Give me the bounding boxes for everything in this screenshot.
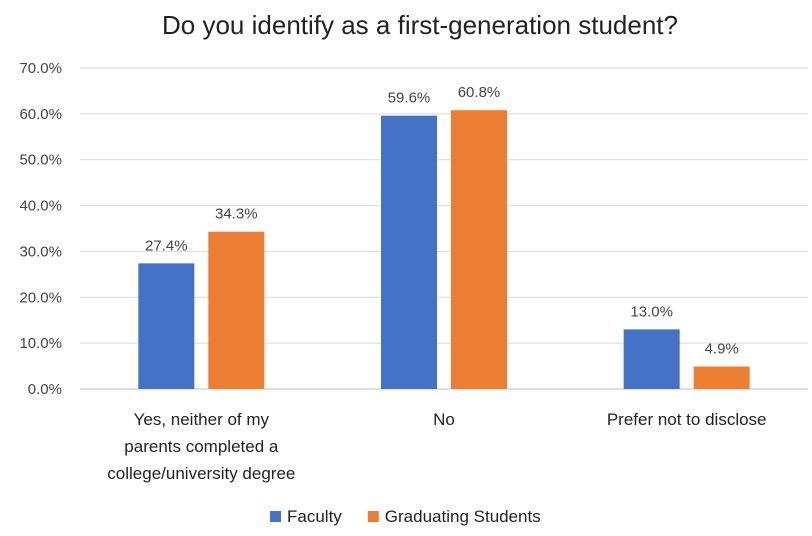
bar-faculty (623, 329, 680, 389)
category-label: Yes, neither of my parents completed a col… (107, 410, 295, 483)
category-label-line: college/university degree (107, 464, 295, 483)
category-label: No (433, 410, 455, 429)
category-label-line: No (433, 410, 455, 429)
y-tick-label: 30.0% (19, 243, 62, 260)
data-label: 13.0% (630, 303, 673, 320)
bar-graduating-students (208, 231, 265, 389)
y-tick-label: 50.0% (19, 152, 62, 169)
y-axis-ticks: 0.0% 10.0% 20.0% 30.0% 40.0% 50.0% 60.0% 70.0% (19, 60, 62, 398)
y-tick-label: 70.0% (19, 60, 62, 77)
data-label: 60.8% (458, 84, 501, 101)
y-tick-label: 0.0% (28, 381, 62, 398)
category-label-line: parents completed a (124, 437, 279, 456)
y-tick-label: 20.0% (19, 289, 62, 306)
data-label: 34.3% (215, 206, 258, 223)
data-labels: 27.4% 34.3% 59.6% 60.8% 13.0% 4.9% (145, 84, 739, 357)
legend-label: Graduating Students (385, 507, 541, 526)
bar-faculty (381, 115, 437, 389)
legend-swatch (270, 511, 281, 522)
bars (138, 110, 750, 389)
y-tick-label: 10.0% (19, 335, 62, 352)
data-label: 59.6% (388, 90, 431, 107)
legend-label: Faculty (287, 507, 342, 526)
bar-faculty (138, 263, 195, 389)
gridlines (80, 67, 808, 390)
legend: Faculty Graduating Students (270, 507, 541, 526)
category-label: Prefer not to disclose (607, 410, 767, 429)
y-tick-label: 40.0% (19, 198, 62, 215)
chart-title: Do you identify as a first-generation st… (162, 10, 678, 40)
data-label: 27.4% (145, 237, 188, 254)
y-tick-label: 60.0% (19, 106, 62, 123)
bar-graduating-students (451, 110, 507, 389)
bar-graduating-students (693, 366, 750, 389)
data-label: 4.9% (705, 341, 739, 358)
x-axis-categories: Yes, neither of my parents completed a col… (107, 410, 766, 483)
category-label-line: Yes, neither of my (134, 410, 270, 429)
category-label-line: Prefer not to disclose (607, 410, 767, 429)
legend-swatch (367, 511, 379, 522)
